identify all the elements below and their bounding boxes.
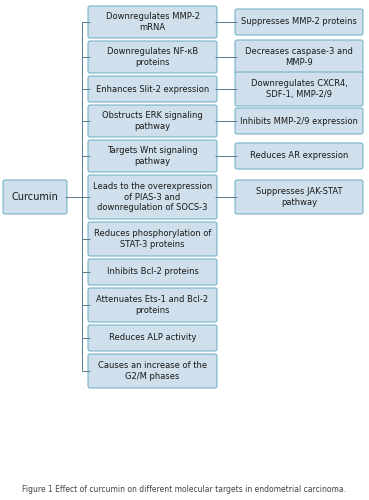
- FancyBboxPatch shape: [88, 140, 217, 172]
- FancyBboxPatch shape: [88, 6, 217, 38]
- FancyBboxPatch shape: [88, 76, 217, 102]
- FancyBboxPatch shape: [235, 143, 363, 169]
- FancyBboxPatch shape: [88, 175, 217, 219]
- FancyBboxPatch shape: [235, 108, 363, 134]
- Text: Reduces AR expression: Reduces AR expression: [250, 152, 348, 160]
- Text: Enhances Slit-2 expression: Enhances Slit-2 expression: [96, 84, 209, 94]
- Text: Leads to the overexpression
of PIAS-3 and
downregulation of SOCS-3: Leads to the overexpression of PIAS-3 an…: [93, 182, 212, 212]
- FancyBboxPatch shape: [88, 259, 217, 285]
- FancyBboxPatch shape: [88, 288, 217, 322]
- FancyBboxPatch shape: [235, 180, 363, 214]
- Text: Inhibits Bcl-2 proteins: Inhibits Bcl-2 proteins: [107, 268, 199, 276]
- Text: Targets Wnt signaling
pathway: Targets Wnt signaling pathway: [107, 146, 198, 166]
- FancyBboxPatch shape: [235, 40, 363, 74]
- Text: Suppresses MMP-2 proteins: Suppresses MMP-2 proteins: [241, 18, 357, 26]
- Text: Downregulates MMP-2
mRNA: Downregulates MMP-2 mRNA: [106, 12, 200, 32]
- Text: Reduces phosphorylation of
STAT-3 proteins: Reduces phosphorylation of STAT-3 protei…: [94, 230, 211, 248]
- FancyBboxPatch shape: [88, 222, 217, 256]
- Text: Downregulates NF-κB
proteins: Downregulates NF-κB proteins: [107, 48, 198, 66]
- Text: Reduces ALP activity: Reduces ALP activity: [109, 334, 196, 342]
- Text: Figure 1 Effect of curcumin on different molecular targets in endometrial carcin: Figure 1 Effect of curcumin on different…: [23, 486, 346, 494]
- FancyBboxPatch shape: [235, 9, 363, 35]
- FancyBboxPatch shape: [235, 72, 363, 106]
- FancyBboxPatch shape: [88, 105, 217, 137]
- FancyBboxPatch shape: [88, 325, 217, 351]
- Text: Obstructs ERK signaling
pathway: Obstructs ERK signaling pathway: [102, 112, 203, 130]
- Text: Downregulates CXCR4,
SDF-1, MMP-2/9: Downregulates CXCR4, SDF-1, MMP-2/9: [251, 80, 348, 98]
- Text: Causes an increase of the
G2/M phases: Causes an increase of the G2/M phases: [98, 362, 207, 380]
- Text: Inhibits MMP-2/9 expression: Inhibits MMP-2/9 expression: [240, 116, 358, 126]
- FancyBboxPatch shape: [3, 180, 67, 214]
- FancyBboxPatch shape: [88, 41, 217, 73]
- Text: Curcumin: Curcumin: [11, 192, 58, 202]
- Text: Suppresses JAK-STAT
pathway: Suppresses JAK-STAT pathway: [256, 188, 342, 206]
- Text: Decreases caspase-3 and
MMP-9: Decreases caspase-3 and MMP-9: [245, 48, 353, 66]
- Text: Attenuates Ets-1 and Bcl-2
proteins: Attenuates Ets-1 and Bcl-2 proteins: [96, 296, 208, 314]
- FancyBboxPatch shape: [88, 354, 217, 388]
